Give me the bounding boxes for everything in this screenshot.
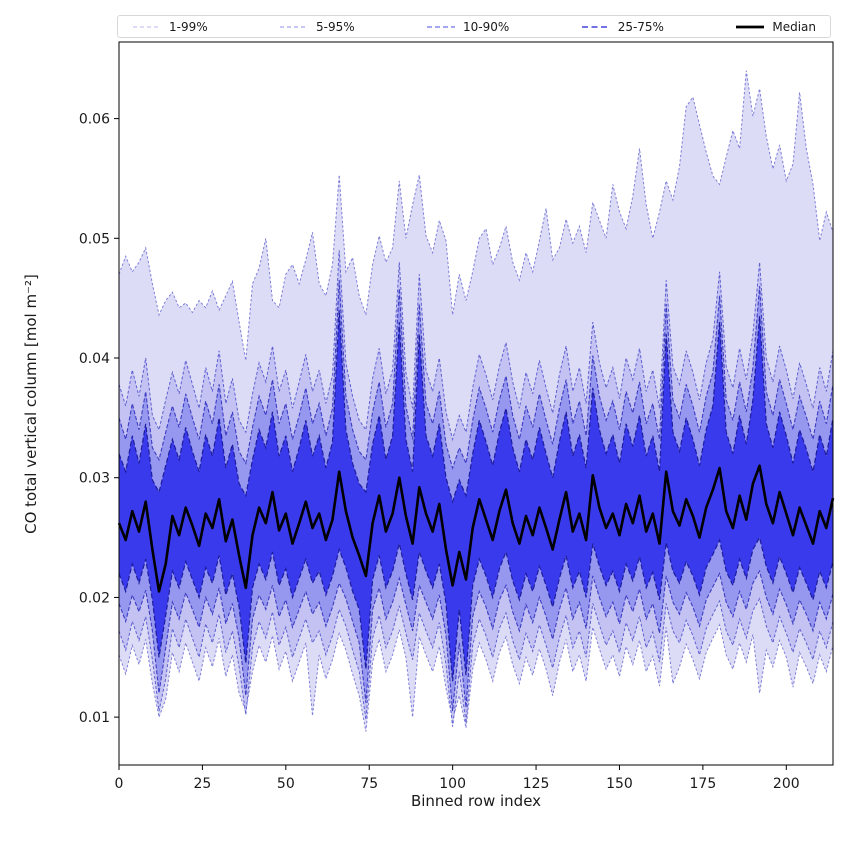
legend-label: 25-75% [617,19,664,34]
band-25-75-fill [119,310,833,682]
y-tick-label: 0.04 [79,351,110,367]
x-tick-label: 25 [193,776,211,792]
x-tick-label: 75 [360,776,378,792]
y-tick-label: 0.02 [79,590,110,606]
band-25-75-upper-edge [118,310,834,504]
x-tick-label: 125 [523,776,550,792]
legend-line-icon [280,25,309,28]
y-tick-label: 0.05 [79,231,110,247]
x-tick-label: 200 [773,776,800,792]
y-tick-label: 0.01 [79,710,110,726]
x-tick-label: 100 [439,776,466,792]
median-group [117,464,835,593]
legend-item-10-90-: 10-90% [426,21,509,33]
legend-line-icon [427,25,456,28]
median-line [117,464,835,593]
legend-label: 1-99% [169,19,208,34]
axes: 0 25 50 75 100 125 150 175 200 0.01 0.02 0.03 0.04 0.… [79,41,834,792]
y-axis-label: CO total vertical column [mol m⁻²] [22,274,40,534]
legend-label: Median [772,19,816,34]
band-1-99-lower-edge [118,623,834,732]
plot-frame [118,41,834,766]
x-tick-label: 175 [690,776,717,792]
band-10-90-lower-edge [118,569,834,712]
band-10-90-upper-edge [118,280,834,470]
legend-label: 5-95% [316,19,355,34]
percentile-bands [118,70,834,732]
legend-line-icon [133,25,161,28]
legend-item-25-75-: 25-75% [581,21,664,33]
legend-item-1-99-: 1-99% [132,21,208,33]
x-axis-label: Binned row index [411,792,541,810]
legend-item-median: Median [735,21,816,33]
y-tick-label: 0.03 [79,471,110,487]
legend-items: 1-99% 5-95% 10-90% 25-75% Median [132,21,816,33]
y-tick-label: 0.06 [79,112,110,128]
band-5-95-lower-edge [118,597,834,727]
x-tick-label: 0 [115,776,124,792]
band-25-75-lower-edge [118,535,834,682]
band-1-99-upper-edge [118,70,834,361]
x-tick-label: 150 [606,776,633,792]
band-5-95-upper-edge [118,250,834,442]
x-tick-label: 50 [277,776,295,792]
legend-label: 10-90% [463,19,510,34]
legend-line-icon [736,25,765,28]
legend: 1-99% 5-95% 10-90% 25-75% Median [117,15,831,38]
legend-line-icon [581,25,610,28]
legend-item-5-95-: 5-95% [279,21,355,33]
